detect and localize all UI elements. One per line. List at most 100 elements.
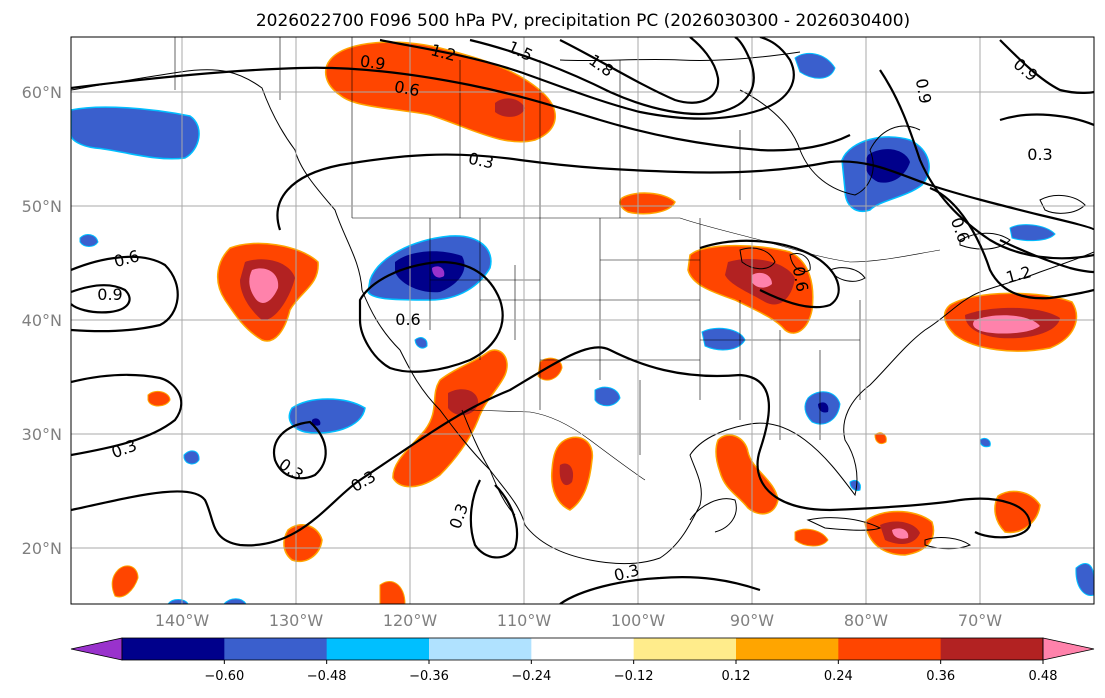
precip-negative-core <box>818 402 829 413</box>
contour-label: 0.9 <box>359 51 387 73</box>
pv-contour-0.6 <box>358 260 504 373</box>
colorbar-tick-label: −0.36 <box>409 669 449 684</box>
precip-positive-max <box>892 528 909 539</box>
coastline-yucatan <box>689 498 737 533</box>
pv-contour-1.2 <box>999 239 1094 274</box>
pv-contour-0.3 <box>71 346 1032 547</box>
precip-negative-area <box>979 437 991 448</box>
canada-province-borders <box>174 37 741 218</box>
precip-negative-max <box>432 266 445 278</box>
colorbar-swatch <box>736 638 839 660</box>
colorbar-swatch <box>531 638 635 660</box>
political-borders <box>174 37 941 481</box>
coastline-great-lakes <box>739 247 866 282</box>
pv-contour-0.3 <box>71 373 183 457</box>
lat-label-50n: 50°N <box>22 197 62 216</box>
colorbar-tick-label: 0.48 <box>1029 669 1058 684</box>
precip-positive-max <box>249 268 279 303</box>
lon-label-90w: 90°W <box>730 611 774 630</box>
precip-positive-area <box>392 349 508 488</box>
colorbar-swatch <box>122 638 225 660</box>
colorbar-tick-label: −0.24 <box>511 669 551 684</box>
pv-contour-0.9 <box>71 284 131 314</box>
precip-positive-area <box>619 192 676 215</box>
contour-label: 0.3 <box>467 149 496 173</box>
colorbar-extend-max <box>1042 637 1095 661</box>
colorbar-tick-label: −0.48 <box>307 669 347 684</box>
precip-negative-area <box>79 234 99 247</box>
coastline-north-america <box>71 69 1094 565</box>
precip-positive-core <box>495 98 525 117</box>
contour-label: 0.6 <box>393 77 421 100</box>
lon-label-80w: 80°W <box>844 611 888 630</box>
contour-label: 0.9 <box>97 285 122 304</box>
pv-contour-0.3 <box>999 113 1094 127</box>
pv-contour-1.5 <box>469 37 755 116</box>
map-panel: 0.3 0.3 0.3 0.3 0.3 0.3 0.6 0.6 0.6 0.6 … <box>70 36 1095 605</box>
latitude-labels: 20°N 30°N 40°N 50°N 60°N <box>22 83 62 558</box>
contour-label: 0.6 <box>789 265 812 293</box>
lon-label-70w: 70°W <box>958 611 1002 630</box>
precip-negative-core <box>311 418 321 426</box>
contour-label: 0.6 <box>395 310 420 329</box>
coastline-hudson-bay <box>739 89 921 196</box>
us-canada-border <box>352 217 941 263</box>
precip-positive-area <box>111 565 139 598</box>
colorbar-tick-label: 0.12 <box>722 669 751 684</box>
lon-label-110w: 110°W <box>497 611 552 630</box>
pv-contour-1.8 <box>559 37 720 104</box>
colorbar: −0.60 −0.48 −0.36 −0.24 −0.12 0.12 0.24 0.36 0.4… <box>70 637 1095 684</box>
pv-contour-0.6 <box>699 239 840 309</box>
coastline-hispaniola <box>924 537 972 550</box>
precip-negative-area <box>183 450 200 465</box>
map-frame <box>70 36 1095 605</box>
pv-contour-0.3 <box>276 153 1094 232</box>
lat-label-20n: 20°N <box>22 539 62 558</box>
pv-contour-0.3 <box>559 576 761 604</box>
colorbar-swatch <box>429 638 532 660</box>
precip-positive-area <box>379 581 406 604</box>
colorbar-tick-label: −0.60 <box>204 669 244 684</box>
gridlines <box>71 37 1094 604</box>
precip-negative-area <box>1075 563 1094 597</box>
colorbar-swatch <box>224 638 328 660</box>
lat-label-30n: 30°N <box>22 425 62 444</box>
pv-contour-0.6 <box>929 186 1094 300</box>
colorbar-swatch <box>326 638 430 660</box>
pv-contour-0.6 <box>999 39 1094 94</box>
map-title: 2026022700 F096 500 hPa PV, precipitatio… <box>256 11 910 31</box>
precip-positive-area <box>147 390 171 407</box>
colorbar-tick-label: 0.36 <box>926 669 955 684</box>
pv-contours <box>71 37 1094 604</box>
pv-contour-0.3 <box>272 420 327 480</box>
pv-contour-1.2 <box>379 37 795 120</box>
pv-contour-0.6 <box>71 255 179 333</box>
precip-positive-max <box>752 272 772 288</box>
longitude-labels: 140°W 130°W 120°W 110°W 100°W 90°W 80°W … <box>155 611 1002 630</box>
colorbar-extend-min <box>70 637 123 661</box>
contour-label: 0.9 <box>912 77 935 105</box>
colorbar-swatch <box>940 638 1044 660</box>
lon-label-120w: 120°W <box>383 611 438 630</box>
coastline-newfoundland <box>1039 194 1086 214</box>
lon-label-140w: 140°W <box>155 611 210 630</box>
us-mexico-border <box>469 409 646 481</box>
colorbar-swatch <box>633 638 737 660</box>
precip-negative-area <box>794 52 836 79</box>
pv-contour-0.9 <box>71 66 851 152</box>
precip-negative-area <box>849 479 861 491</box>
precip-negative-area <box>288 398 366 434</box>
lon-label-130w: 130°W <box>269 611 324 630</box>
state-borders <box>429 218 861 455</box>
precip-positive-area <box>715 434 779 515</box>
colorbar-tick-label: 0.24 <box>824 669 853 684</box>
precip-positive-area <box>874 432 887 445</box>
pv-contour-0.3 <box>469 479 519 559</box>
precip-positive-core <box>559 463 574 486</box>
precip-negative-area <box>71 106 200 160</box>
precip-positive-area <box>794 528 829 547</box>
pv-contour-0.9 <box>879 69 1094 260</box>
contour-label: 0.3 <box>1027 145 1052 164</box>
colorbar-outline <box>121 637 1044 661</box>
